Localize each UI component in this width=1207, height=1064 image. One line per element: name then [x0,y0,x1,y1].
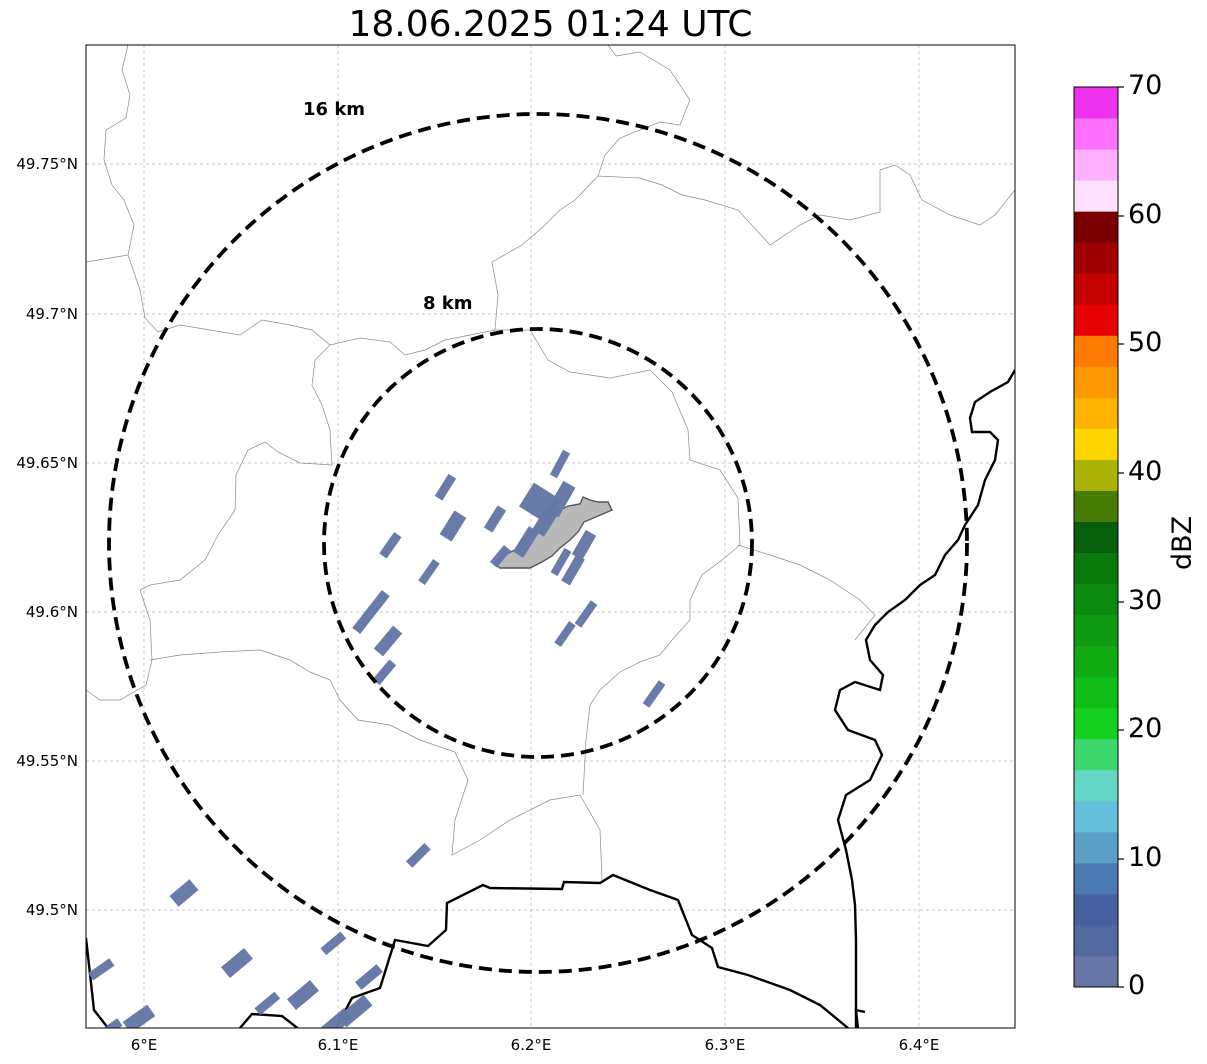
admin-boundaries [86,45,1015,881]
colorbar [1074,87,1118,988]
echo-cell [489,545,511,568]
echo-cell [434,473,457,501]
colorbar-tick-label: 50 [1128,327,1163,358]
colorbar-segment [1074,397,1118,429]
echo-cell [373,625,403,657]
colorbar-tick-label: 10 [1128,842,1163,873]
colorbar-tick-label: 0 [1128,970,1146,1001]
colorbar-segment [1074,583,1118,616]
lat-tick-label: 49.65°N [16,454,78,472]
lon-tick-label: 6.2°E [510,1036,552,1054]
lon-tick-label: 6.4°E [898,1036,940,1054]
lat-tick-label: 49.7°N [25,305,78,323]
colorbar-segment [1074,459,1118,491]
colorbar-segment [1074,645,1118,678]
echo-cell [221,947,253,979]
echo-cell [254,991,281,1016]
colorbar-tick-label: 30 [1128,585,1163,616]
map-title: 18.06.2025 01:24 UTC [348,4,753,45]
echo-cell [571,529,597,561]
range-ring-label-8km: 8 km [423,293,473,314]
colorbar-segment [1074,738,1118,771]
colorbar-segment [1074,428,1118,460]
echo-cell [532,507,558,537]
echo-cell [512,526,540,558]
colorbar-segment [1074,676,1118,709]
national-border-south [86,873,866,1028]
echo-cell [287,979,319,1011]
colorbar-segment [1074,242,1118,274]
colorbar-segment [1074,304,1118,336]
colorbar-segment [1074,180,1118,212]
lon-tick-label: 6°E [130,1036,158,1054]
echo-cell [642,680,666,708]
range-ring-label-16km: 16 km [303,99,365,120]
echo-cell [561,554,585,586]
echo-cell [96,1018,123,1028]
echo-cell [405,842,431,868]
lat-tick-label: 49.6°N [25,603,78,621]
colorbar-segment [1074,366,1118,398]
colorbar-frame [1073,86,1119,988]
colorbar-segment [1074,273,1118,305]
lon-tick-label: 6.1°E [317,1036,359,1054]
echo-cell [320,931,347,956]
colorbar-segment [1074,862,1118,895]
lat-tick-label: 49.55°N [16,752,78,770]
colorbar-segment [1074,614,1118,647]
echo-cell [372,659,397,686]
echo-cell [549,449,571,479]
colorbar-tick-label: 60 [1128,199,1163,230]
echo-cell [352,590,390,634]
range-ring-8km [322,327,754,759]
colorbar-tick-label: 20 [1128,713,1163,744]
echo-cell [554,621,576,647]
echo-cell [169,879,199,907]
echo-cell [546,480,576,518]
echo-cell [550,547,572,577]
colorbar-segment [1074,924,1118,957]
gridlines [86,45,1015,1028]
echo-cell [439,510,467,542]
lon-tick-label: 6.3°E [704,1036,746,1054]
lat-tick-label: 49.75°N [16,155,78,173]
echo-cell [88,958,115,981]
colorbar-segment [1074,149,1118,181]
reflectivity-cells [88,449,666,1028]
colorbar-segment [1074,211,1118,243]
echo-cell [122,1004,156,1028]
echo-cell [574,600,598,628]
colorbar-segment [1074,707,1118,740]
echo-cell [418,559,440,585]
colorbar-segment [1074,521,1118,554]
echo-cell [379,532,402,559]
colorbar-ticks [1118,86,1124,988]
echo-cell [321,1007,353,1028]
plot-frame [85,44,1016,1029]
colorbar-tick-label: 40 [1128,456,1163,487]
colorbar-segment [1074,769,1118,802]
echo-cell [355,964,383,990]
echo-cell [483,505,507,533]
range-ring-16km [107,112,969,974]
colorbar-segment [1074,118,1118,150]
colorbar-segment [1074,955,1118,988]
colorbar-segment [1074,893,1118,926]
colorbar-segment [1074,87,1118,119]
colorbar-tick-label: 70 [1128,70,1163,101]
national-border-east [833,369,1015,1028]
colorbar-label: dBZ [1167,515,1198,570]
colorbar-segment [1074,552,1118,585]
lat-tick-label: 49.5°N [25,901,78,919]
colorbar-segment [1074,831,1118,864]
colorbar-segment [1074,335,1118,367]
colorbar-segment [1074,800,1118,833]
colorbar-segment [1074,490,1118,522]
